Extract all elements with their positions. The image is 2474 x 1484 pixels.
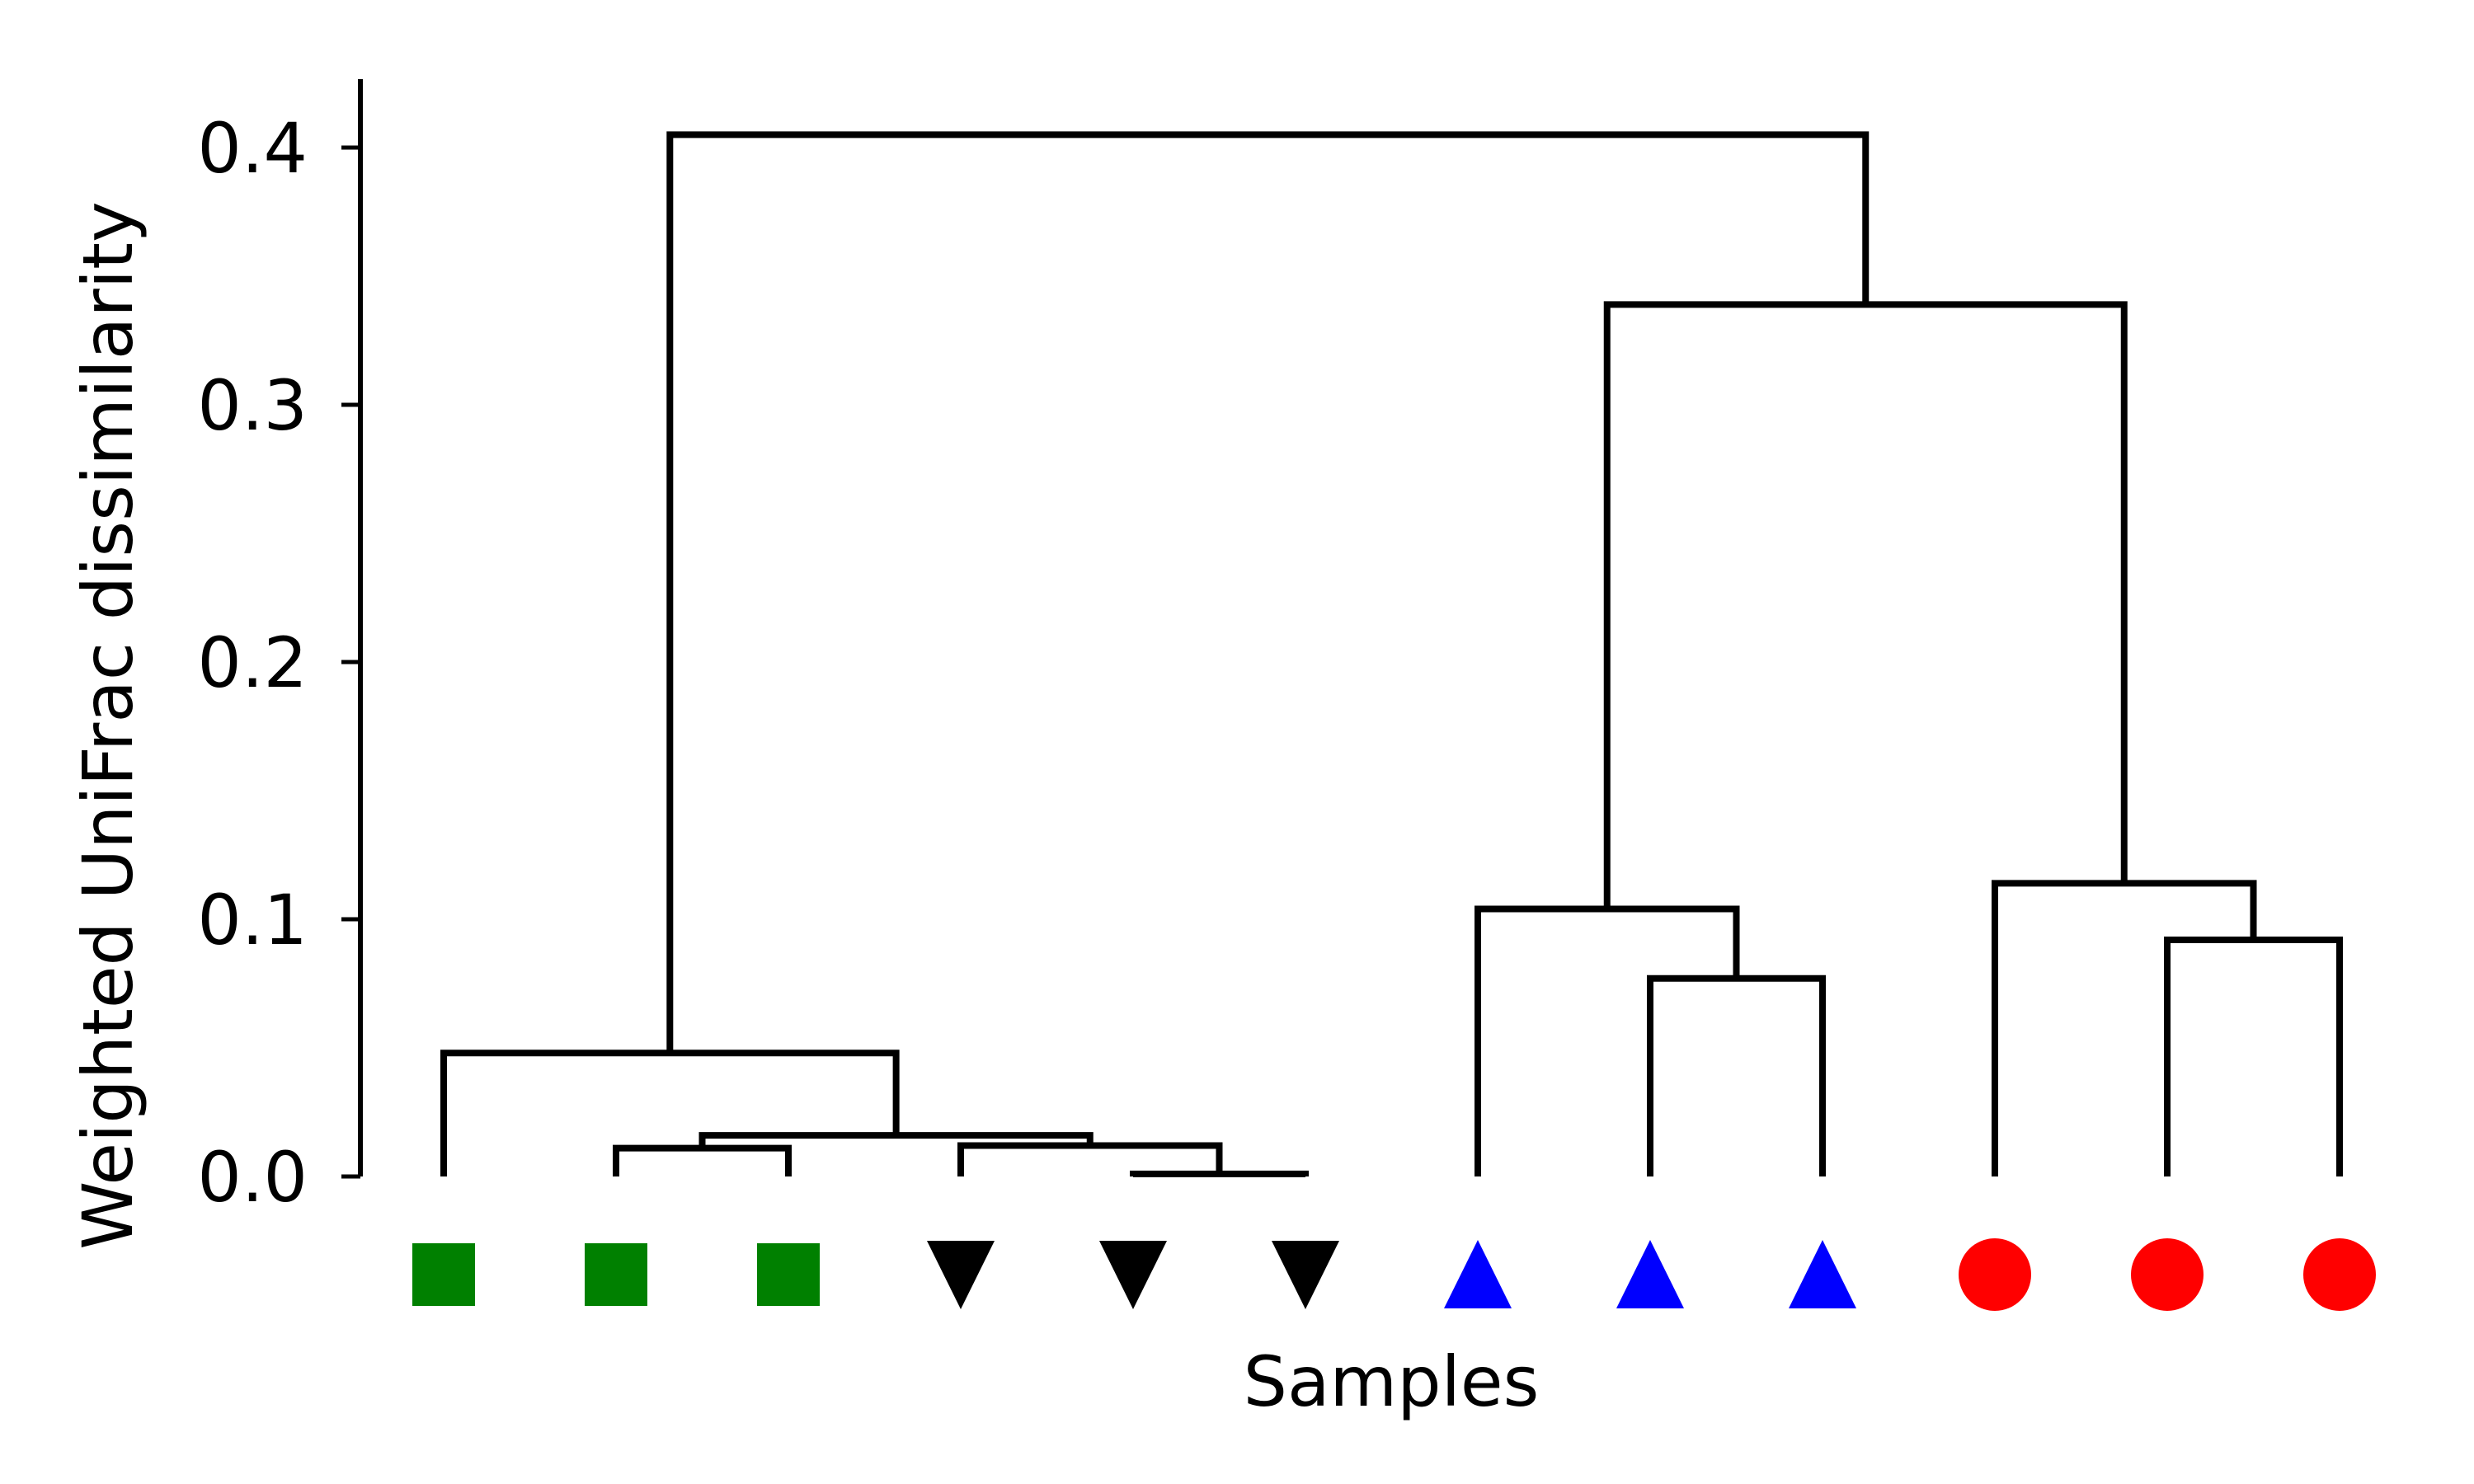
y-tick-label: 0.3 — [197, 365, 308, 446]
y-axis-label: Weighted UniFrac dissimilarity — [68, 201, 148, 1250]
y-tick-label: 0.4 — [197, 108, 308, 189]
y-tick-label: 0.1 — [197, 880, 308, 960]
y-axis: 0.0 0.1 0.2 0.3 0.4 — [197, 79, 363, 1218]
leaf-marker-square — [585, 1243, 647, 1306]
leaf-marker-circle — [2303, 1238, 2376, 1311]
leaf-marker-circle — [2131, 1238, 2204, 1311]
leaf-marker-triangle-up — [1789, 1240, 1856, 1308]
leaf-markers — [412, 1238, 2376, 1311]
leaf-marker-triangle-down — [1099, 1241, 1167, 1309]
dendrogram-link — [1130, 1170, 1309, 1177]
leaf-marker-triangle-down — [927, 1241, 995, 1309]
leaf-marker-square — [412, 1243, 475, 1306]
dendrogram-links — [440, 131, 2343, 1177]
y-tick-label: 0.2 — [197, 622, 308, 703]
leaf-marker-triangle-up — [1444, 1240, 1512, 1308]
leaf-marker-triangle-down — [1272, 1241, 1339, 1309]
x-axis-label: Samples — [1244, 1341, 1540, 1422]
leaf-marker-circle — [1959, 1238, 2031, 1311]
leaf-marker-triangle-up — [1616, 1240, 1684, 1308]
leaf-marker-square — [757, 1243, 820, 1306]
dendrogram-link — [666, 131, 1870, 1054]
y-tick-label: 0.0 — [197, 1137, 308, 1218]
